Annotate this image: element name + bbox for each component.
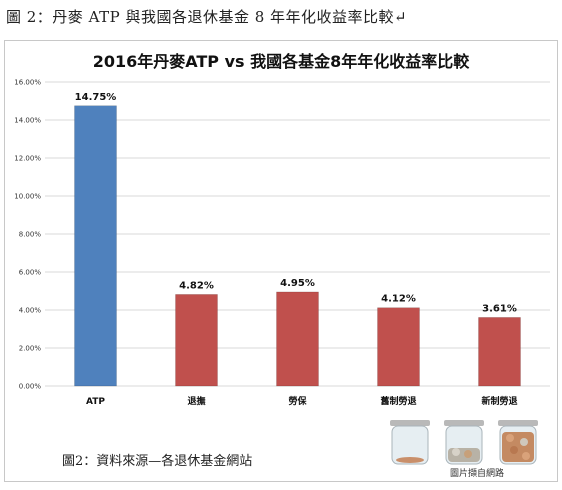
category-label: 新制勞退 <box>481 395 517 407</box>
chart-title: 2016年丹麥ATP vs 我國各基金8年年化收益率比較 <box>93 52 471 71</box>
y-tick-label: 6.00% <box>19 269 42 277</box>
jar-full <box>498 420 538 465</box>
y-tick-label: 10.00% <box>14 193 41 201</box>
y-axis-ticks: 0.00% 2.00% 4.00% 6.00% 8.00% 10.00% 12.00% 14.… <box>14 79 41 391</box>
y-tick-label: 12.00% <box>14 155 41 163</box>
bar-5 <box>478 317 521 387</box>
jar-half <box>444 420 484 465</box>
category-labels: ATP 退撫 勞保 舊制勞退 新制勞退 <box>86 395 518 407</box>
data-label: 3.61% <box>482 303 517 314</box>
category-label: 退撫 <box>187 395 205 407</box>
bar-3 <box>276 291 319 387</box>
y-tick-label: 16.00% <box>14 79 41 87</box>
figure-caption: 圖 2：丹麥 ATP 與我國各退休基金 8 年年化收益率比較↵ <box>6 8 408 26</box>
jar-empty <box>390 420 430 465</box>
y-tick-label: 0.00% <box>19 383 42 391</box>
y-tick-label: 14.00% <box>14 117 41 125</box>
category-label: 勞保 <box>288 395 307 407</box>
coin-jars-photo <box>390 420 538 465</box>
y-tick-label: 4.00% <box>19 307 42 315</box>
photo-credit: 圖片擷自網路 <box>450 469 505 479</box>
source-caption: 圖2：資料來源—各退休基金網站 <box>62 454 253 469</box>
data-label: 14.75% <box>75 92 117 103</box>
data-label: 4.12% <box>381 294 416 305</box>
bar-chart: 2016年丹麥ATP vs 我國各基金8年年化收益率比較 0.00% 2.00% 4… <box>14 52 550 407</box>
category-label: 舊制勞退 <box>380 395 416 407</box>
bar-2 <box>175 294 218 387</box>
data-label: 4.95% <box>280 278 315 289</box>
data-labels: 14.75% 4.82% 4.95% 4.12% 3.61% <box>75 92 517 315</box>
y-tick-label: 8.00% <box>19 231 42 239</box>
category-label: ATP <box>86 397 105 407</box>
chart-frame: 2016年丹麥ATP vs 我國各基金8年年化收益率比較 0.00% 2.00% 4… <box>4 40 558 482</box>
bar-4 <box>377 307 420 387</box>
y-tick-label: 2.00% <box>19 345 42 353</box>
bar-1 <box>74 105 117 387</box>
bars <box>74 105 521 387</box>
data-label: 4.82% <box>179 280 214 291</box>
